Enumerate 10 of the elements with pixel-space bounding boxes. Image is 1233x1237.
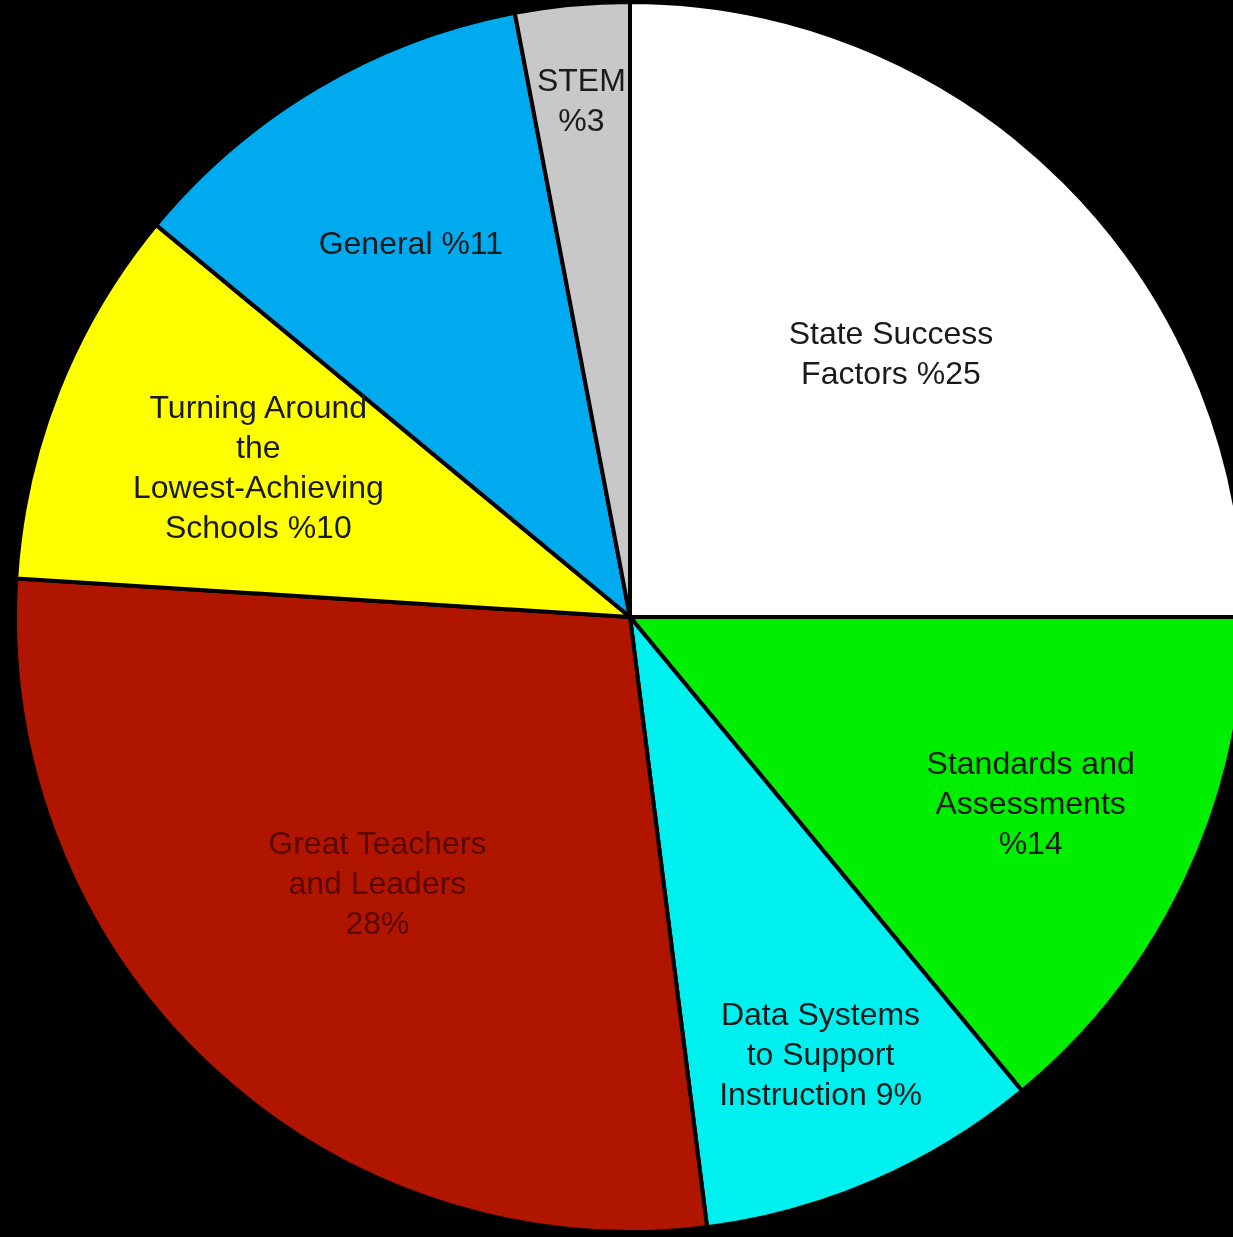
slice-label: Turning Around the Lowest-Achieving Schools %10	[132, 389, 384, 546]
data-label: %14	[998, 824, 1063, 861]
slice-label: STEM	[536, 62, 626, 99]
slice-label: Data Systems to Support Instruction 9%	[719, 996, 922, 1113]
slice-label: State Success Factors %25	[788, 315, 994, 392]
slice-label: General %11	[318, 225, 504, 262]
slice-label: Standards and Assessments	[926, 744, 1135, 821]
data-label: 28%	[345, 905, 410, 942]
slice-label: Great Teachers and Leaders	[268, 825, 487, 902]
data-label: %3	[558, 102, 605, 139]
